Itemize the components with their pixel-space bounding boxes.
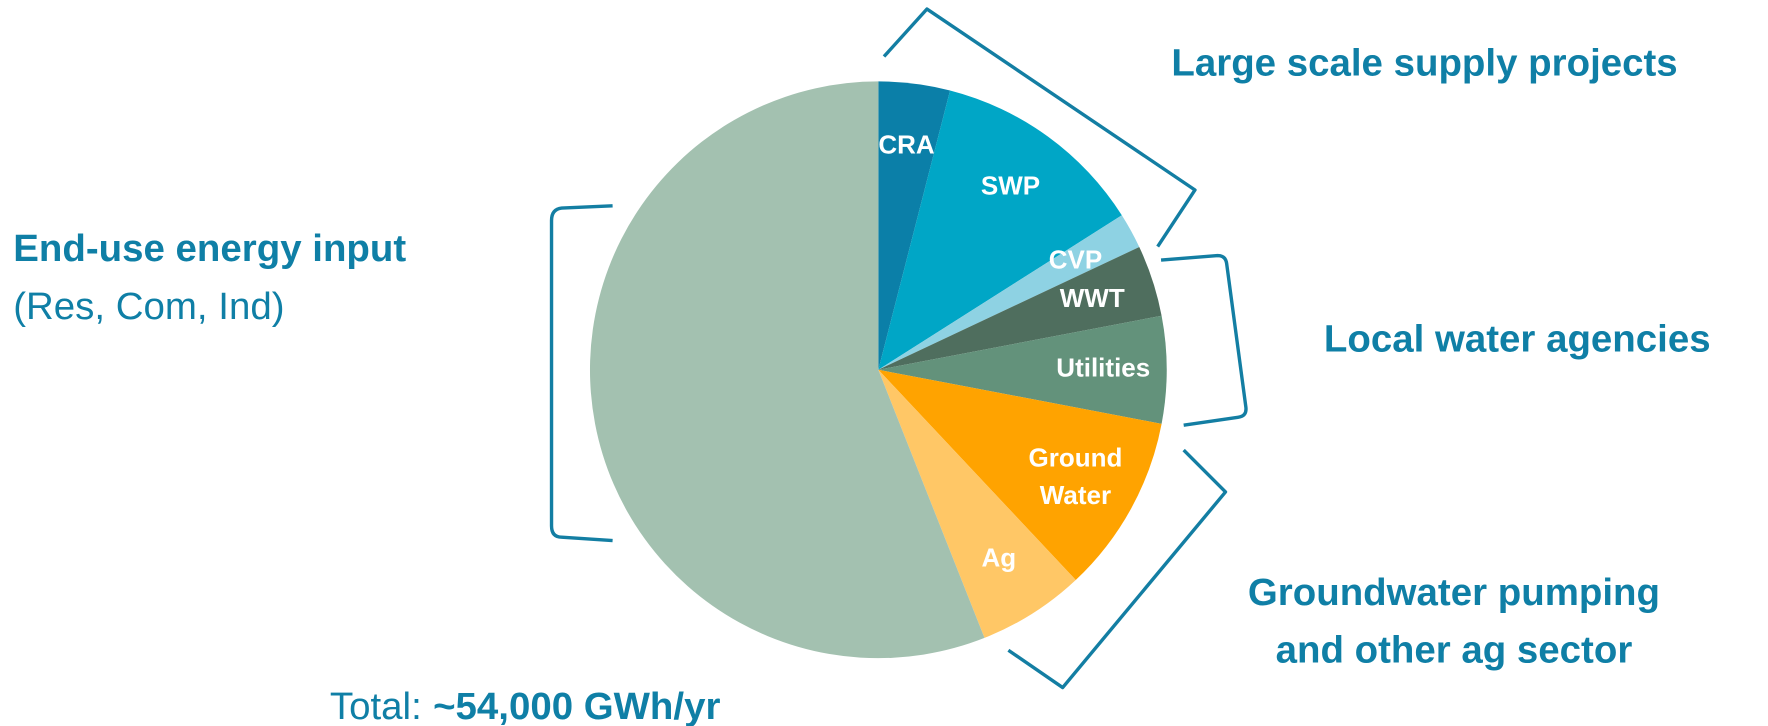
bracket-large-scale [882,7,1197,248]
bracket-groundwater [1007,448,1228,690]
annotation: and other ag sector [1276,629,1633,672]
slice-label: SWP [981,171,1040,201]
annotation: Large scale supply projects [1171,42,1677,85]
pie-slice [878,90,1122,370]
total-value: ~54,000 GWh/yr [433,685,720,726]
slice-label-line: Ground [1029,442,1123,472]
annotation: Local water agencies [1324,318,1711,361]
bracket-local [1160,253,1248,427]
total: Total: ~54,000 GWh/yr [330,685,721,726]
pie-slice [589,81,985,659]
slice-label-line: Water [1040,480,1111,510]
pie-slice [878,315,1167,424]
total-prefix: Total: [330,685,422,726]
bracket-end-use [549,204,613,543]
slice-label: CRA [878,130,935,160]
slice-label: CVP [1049,244,1102,274]
pie-slice [878,215,1140,370]
slice-label: WWT [1060,283,1125,313]
slice-label: Ground Water [1029,442,1123,509]
slice-labels: CRA SWP CVP WWT Utilities Ground Water Ag [878,130,1150,573]
annotation: End-use energy input [13,227,406,270]
slice-label: Utilities [1056,353,1150,383]
pie-slice [878,369,1162,580]
pie [589,81,1167,659]
annotation: (Res, Com, Ind) [13,285,284,328]
annotation: Groundwater pumping [1248,571,1660,614]
pie-slice [878,247,1162,370]
pie-slice [878,369,1076,638]
pie-slice [878,81,951,370]
slice-label: Ag [982,543,1017,573]
